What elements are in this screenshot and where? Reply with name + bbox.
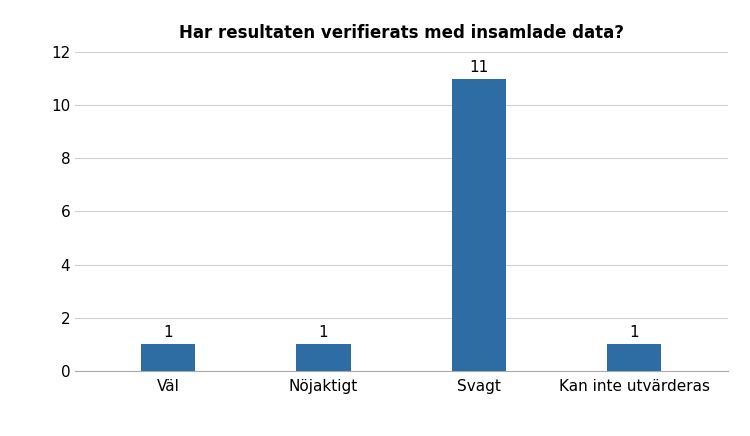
Bar <box>296 344 351 371</box>
Text: 1: 1 <box>629 325 639 340</box>
Bar <box>141 344 196 371</box>
Text: 1: 1 <box>164 325 173 340</box>
Text: 1: 1 <box>319 325 328 340</box>
Text: 11: 11 <box>470 60 488 75</box>
Title: Har resultaten verifierats med insamlade data?: Har resultaten verifierats med insamlade… <box>178 24 624 42</box>
Bar <box>452 79 506 371</box>
Bar <box>607 344 662 371</box>
